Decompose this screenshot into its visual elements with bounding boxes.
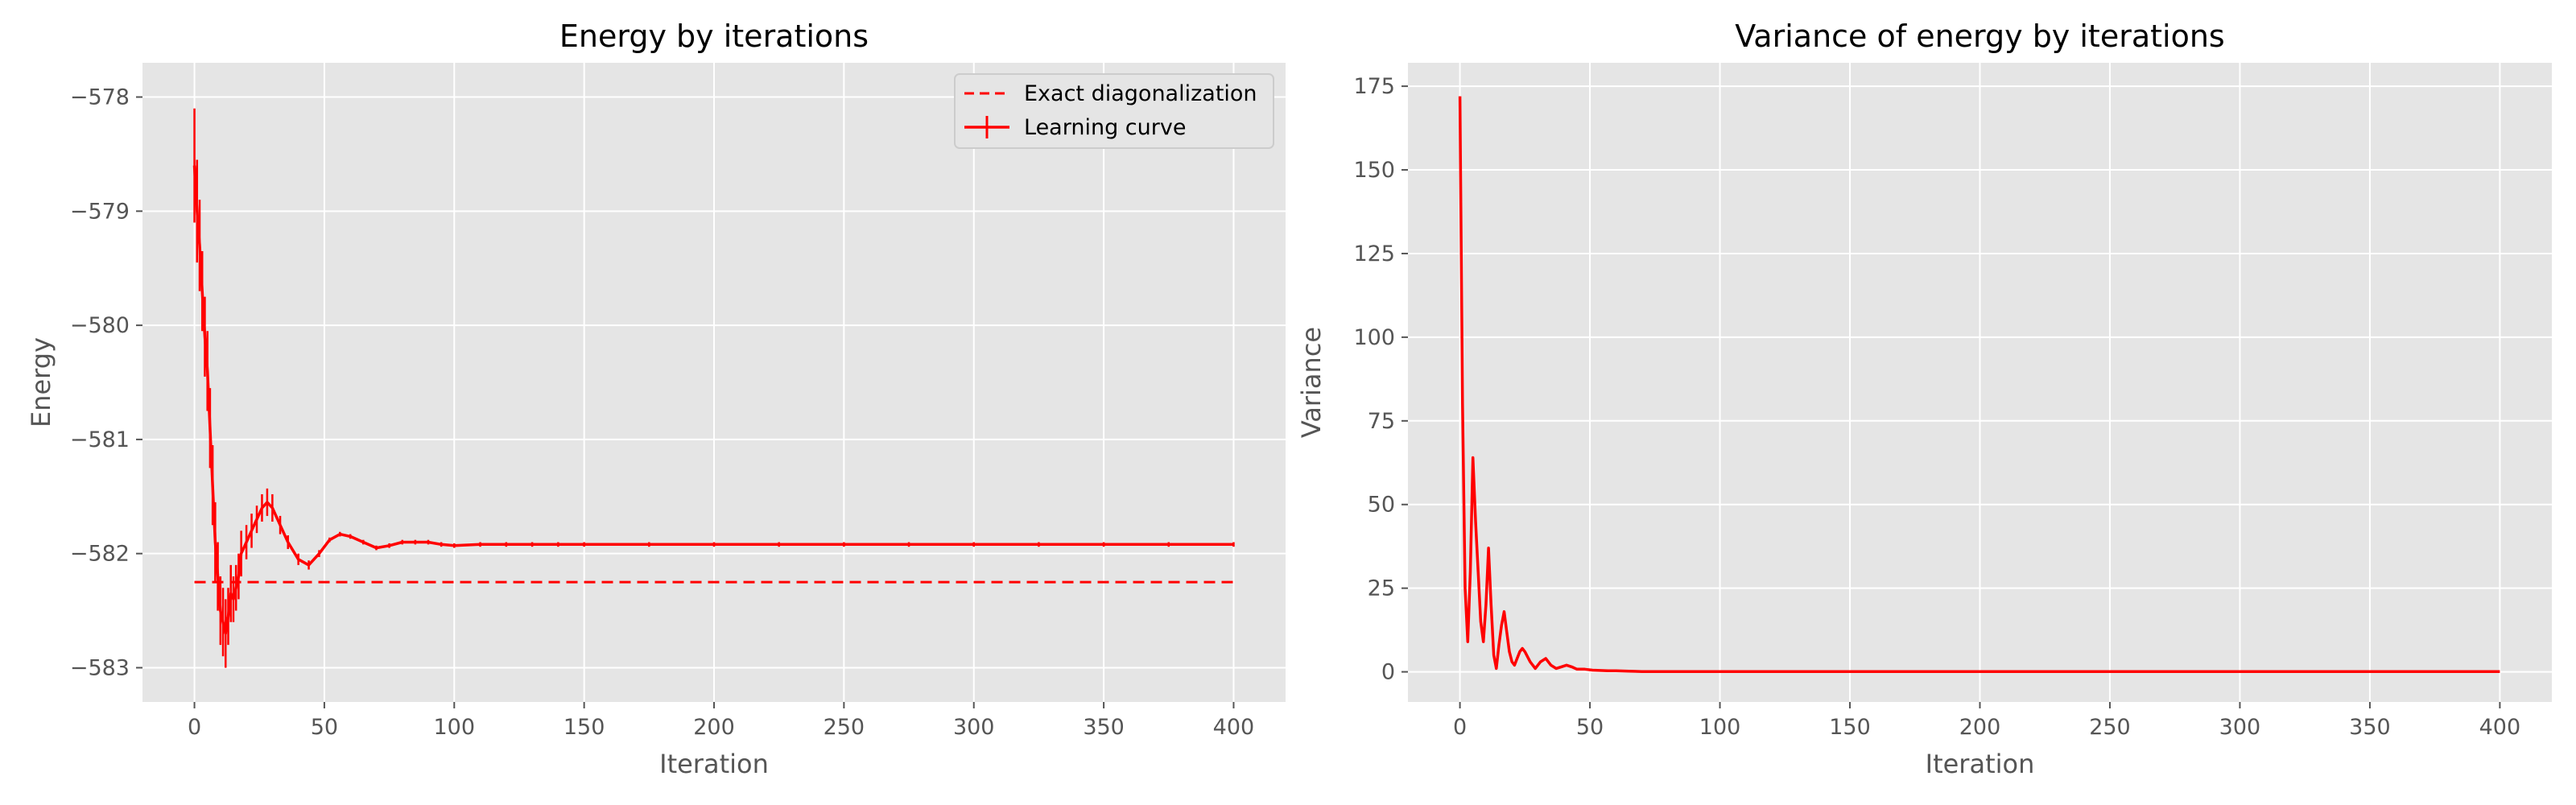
x-tick-label: 300 bbox=[953, 715, 995, 740]
y-tick-label: −582 bbox=[70, 542, 130, 567]
x-tick-label: 250 bbox=[2089, 715, 2131, 740]
x-tick-label: 0 bbox=[1453, 715, 1467, 740]
x-tick-label: 50 bbox=[1576, 715, 1604, 740]
energy-x-axis-label: Iteration bbox=[659, 749, 769, 779]
y-tick-label: 0 bbox=[1381, 660, 1395, 685]
energy-y-axis-label: Energy bbox=[26, 337, 56, 427]
learning-curve-line bbox=[192, 165, 1234, 635]
x-tick-label: 200 bbox=[693, 715, 735, 740]
x-tick-label: 200 bbox=[1959, 715, 2001, 740]
legend-box bbox=[954, 73, 1274, 149]
variance-series bbox=[1458, 96, 2500, 673]
y-tick-label: 125 bbox=[1353, 242, 1395, 266]
energy-chart: 0 50 100 150 200 250 300 350 400 −583−582−581−58… bbox=[26, 19, 1286, 779]
x-tick-label: 350 bbox=[1083, 715, 1125, 740]
energy-series bbox=[192, 108, 1235, 668]
energy-grid bbox=[142, 63, 1286, 702]
legend-learning-curve-label: Learning curve bbox=[1024, 115, 1186, 140]
y-tick-label: 100 bbox=[1353, 325, 1395, 350]
x-tick-label: 100 bbox=[1699, 715, 1741, 740]
x-tick-label: 100 bbox=[433, 715, 475, 740]
x-tick-label: 350 bbox=[2349, 715, 2391, 740]
x-tick-label: 150 bbox=[1829, 715, 1871, 740]
x-tick-label: 150 bbox=[564, 715, 605, 740]
variance-y-ticks: 0 25 50 75 100 125 150 175 bbox=[1353, 74, 1408, 685]
variance-x-axis-label: Iteration bbox=[1926, 749, 2035, 779]
y-tick-label: 25 bbox=[1368, 576, 1395, 601]
variance-x-ticks: 0 50 100 150 200 250 300 350 400 bbox=[1453, 702, 2520, 740]
x-tick-label: 50 bbox=[311, 715, 338, 740]
variance-line bbox=[1458, 96, 2500, 673]
variance-chart: 0 50 100 150 200 250 300 350 400 0 25 50 75 100 125 15… bbox=[1296, 19, 2552, 779]
x-tick-label: 400 bbox=[2479, 715, 2521, 740]
x-tick-label: 250 bbox=[824, 715, 865, 740]
y-tick-label: −580 bbox=[70, 313, 130, 338]
energy-legend: Exact diagonalization Learning curve bbox=[954, 73, 1274, 149]
y-tick-label: −579 bbox=[70, 199, 130, 224]
energy-y-ticks: −583 −582 −581 −580 −579 −578 bbox=[70, 85, 142, 680]
variance-chart-title: Variance of energy by iterations bbox=[1735, 19, 2224, 54]
y-tick-label: −583 bbox=[70, 655, 130, 680]
x-tick-label: 400 bbox=[1213, 715, 1255, 740]
y-tick-label: 50 bbox=[1368, 493, 1395, 518]
energy-chart-title: Energy by iterations bbox=[559, 19, 869, 54]
x-tick-label: 300 bbox=[2219, 715, 2261, 740]
legend-exact-diagonalization-label: Exact diagonalization bbox=[1024, 81, 1257, 106]
y-tick-label: 150 bbox=[1353, 158, 1395, 183]
y-tick-label: −578 bbox=[70, 85, 130, 110]
y-tick-label: 175 bbox=[1353, 74, 1395, 99]
y-tick-label: −581 bbox=[70, 427, 130, 452]
x-tick-label: 0 bbox=[188, 715, 201, 740]
variance-y-axis-label: Variance bbox=[1296, 327, 1327, 438]
y-tick-label: 75 bbox=[1368, 409, 1395, 434]
energy-x-ticks: 0 50 100 150 200 250 300 350 400 bbox=[188, 702, 1254, 740]
